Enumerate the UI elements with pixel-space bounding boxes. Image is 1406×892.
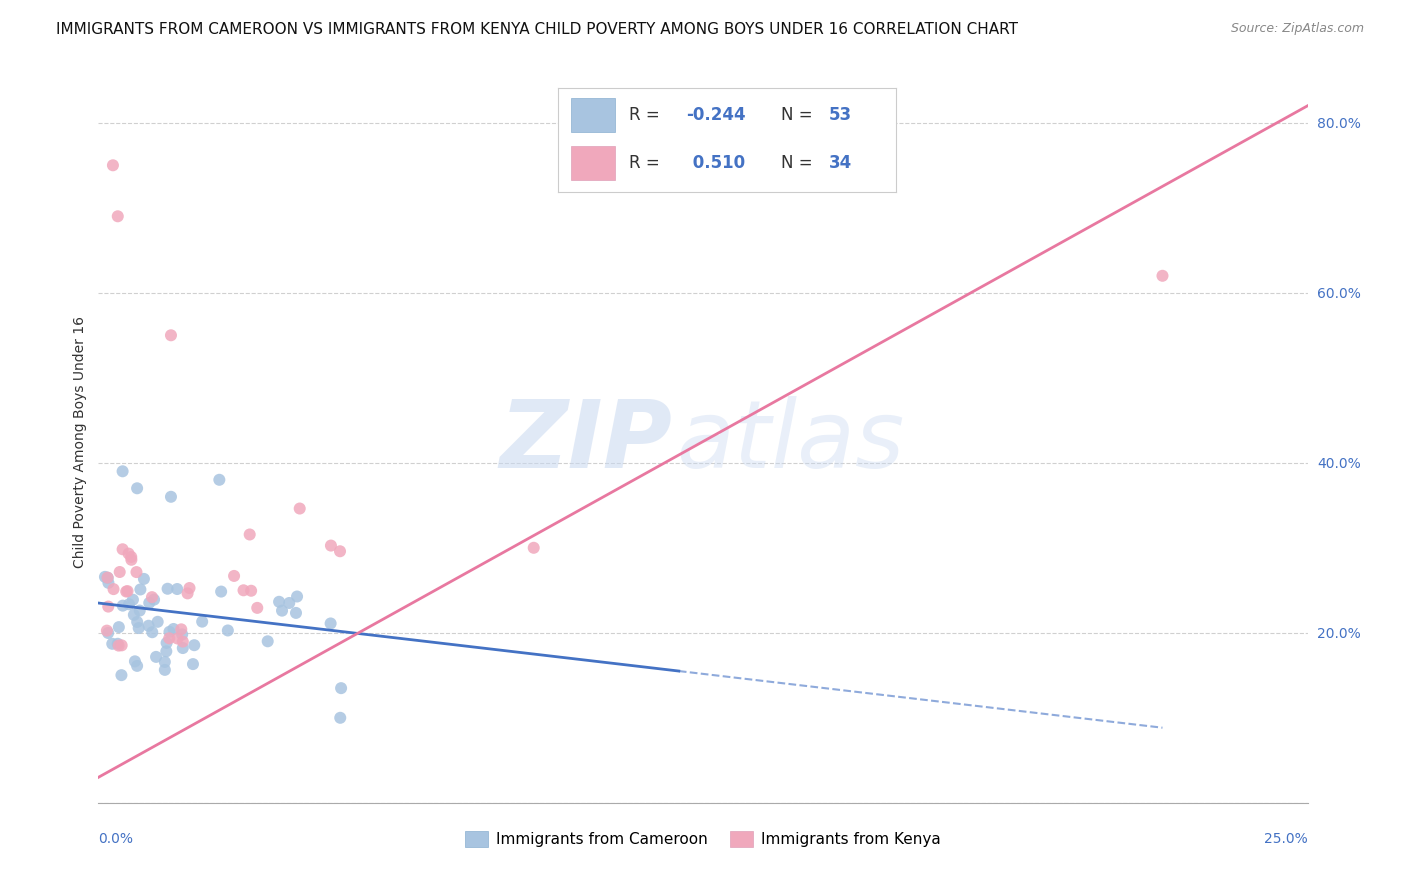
Point (127, 615, 149, 629)
Point (156, 582, 179, 596)
Text: Source: ZipAtlas.com: Source: ZipAtlas.com (1230, 22, 1364, 36)
Point (97, 571, 120, 585)
Point (155, 636, 177, 650)
Point (246, 600, 269, 615)
Point (166, 632, 188, 646)
Point (111, 542, 134, 557)
Point (141, 590, 163, 604)
Point (122, 607, 145, 622)
Point (107, 209, 129, 223)
Point (115, 584, 138, 599)
Point (166, 582, 188, 596)
Point (118, 597, 141, 611)
Point (117, 584, 139, 599)
Point (523, 541, 546, 555)
Point (183, 638, 205, 652)
Point (146, 615, 169, 629)
Point (122, 592, 145, 607)
Point (97, 575, 120, 590)
Point (117, 547, 139, 561)
Point (1152, 268, 1174, 283)
Point (160, 328, 183, 343)
Point (319, 539, 342, 553)
Point (232, 583, 254, 598)
Text: atlas: atlas (676, 396, 904, 487)
Point (179, 581, 201, 595)
Y-axis label: Child Poverty Among Boys Under 16: Child Poverty Among Boys Under 16 (73, 316, 87, 567)
Point (97, 626, 120, 640)
Point (107, 637, 129, 651)
Point (138, 619, 160, 633)
Point (239, 527, 262, 541)
Point (217, 624, 239, 638)
Text: IMMIGRANTS FROM CAMEROON VS IMMIGRANTS FROM KENYA CHILD POVERTY AMONG BOYS UNDER: IMMIGRANTS FROM CAMEROON VS IMMIGRANTS F… (56, 22, 1018, 37)
Point (208, 473, 231, 487)
Point (94, 570, 117, 584)
Point (145, 649, 167, 664)
Point (240, 583, 263, 598)
Point (157, 632, 180, 646)
Point (138, 596, 160, 610)
Point (120, 549, 142, 564)
Point (120, 553, 142, 567)
Point (222, 569, 245, 583)
Point (103, 582, 125, 596)
Point (111, 464, 134, 478)
Point (127, 481, 149, 495)
Point (155, 644, 177, 658)
Point (127, 659, 149, 673)
Point (288, 501, 311, 516)
Point (191, 615, 214, 629)
Point (153, 663, 176, 677)
Legend: Immigrants from Cameroon, Immigrants from Kenya: Immigrants from Cameroon, Immigrants fro… (460, 825, 946, 853)
Point (108, 620, 131, 634)
Point (330, 681, 353, 695)
Point (132, 572, 155, 586)
Text: 0.0%: 0.0% (98, 831, 134, 846)
Point (172, 634, 194, 648)
Point (143, 592, 166, 607)
Point (124, 654, 146, 668)
Point (172, 627, 194, 641)
Point (329, 544, 352, 558)
Text: ZIP: ZIP (501, 395, 672, 488)
Point (101, 158, 124, 172)
Point (162, 622, 184, 636)
Point (125, 565, 148, 579)
Point (96, 624, 118, 638)
Point (160, 490, 183, 504)
Point (170, 623, 193, 637)
Point (181, 657, 204, 672)
Point (128, 621, 150, 635)
Point (267, 595, 290, 609)
Point (153, 655, 176, 669)
Point (108, 565, 131, 579)
Point (111, 599, 134, 613)
Point (285, 590, 308, 604)
Point (256, 634, 278, 648)
Point (172, 641, 194, 656)
Point (101, 637, 124, 651)
Point (141, 625, 163, 640)
Point (319, 616, 342, 631)
Point (159, 624, 181, 639)
Point (97, 599, 120, 614)
Point (107, 639, 129, 653)
Point (96, 571, 118, 585)
Point (129, 582, 152, 597)
Point (110, 668, 132, 682)
Point (278, 596, 301, 610)
Point (271, 604, 294, 618)
Point (329, 711, 352, 725)
Point (209, 584, 232, 599)
Point (176, 586, 198, 600)
Text: 25.0%: 25.0% (1264, 831, 1308, 846)
Point (128, 604, 150, 618)
Point (111, 638, 134, 652)
Point (285, 606, 308, 620)
